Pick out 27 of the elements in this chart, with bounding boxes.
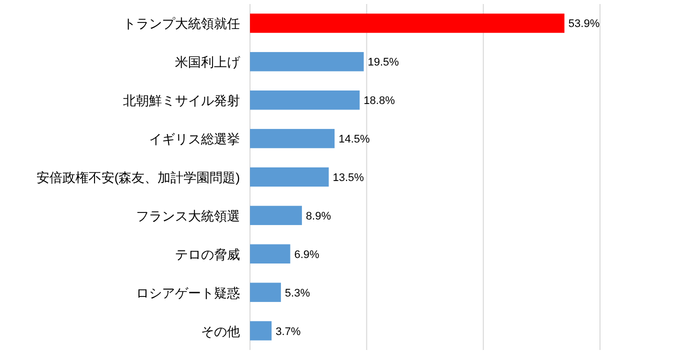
y-tick-label: テロの脅威 <box>175 246 240 262</box>
y-tick-label: イギリス総選挙 <box>149 132 240 147</box>
data-label: 18.8% <box>364 95 396 108</box>
bar <box>250 90 360 110</box>
data-label: 14.5% <box>338 134 370 146</box>
data-label: 13.5% <box>332 172 364 184</box>
data-label: 3.7% <box>276 326 301 338</box>
bar <box>250 128 335 148</box>
bar <box>250 282 281 302</box>
bar <box>250 52 364 72</box>
data-label: 8.9% <box>306 210 332 222</box>
y-tick-label: その他 <box>201 324 240 339</box>
data-label: 19.5% <box>368 56 400 69</box>
bar <box>250 167 329 187</box>
bar <box>250 321 272 340</box>
data-label: 5.3% <box>284 287 310 300</box>
data-label: 53.9% <box>568 18 600 30</box>
y-tick-label: 米国利上げ <box>175 54 241 70</box>
y-tick-label: トランプ大統領就任 <box>123 16 240 32</box>
y-tick-label: フランス大統領選 <box>136 208 240 224</box>
bar <box>250 244 290 264</box>
y-tick-label: ロシアゲート疑惑 <box>136 285 240 300</box>
bar <box>250 206 302 226</box>
y-tick-label: 北朝鮮ミサイル発射 <box>123 93 240 108</box>
y-tick-label: 安倍政権不安(森友、加計学園問題) <box>36 170 240 185</box>
data-label: 6.9% <box>294 248 320 261</box>
bar <box>250 14 564 33</box>
